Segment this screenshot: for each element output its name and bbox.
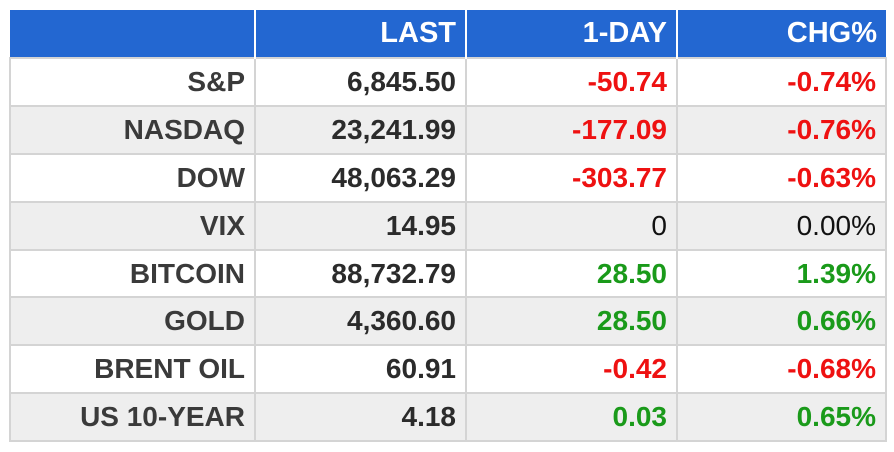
day-change: 0.03 bbox=[465, 392, 678, 443]
header-name bbox=[10, 10, 255, 58]
table-row: BITCOIN 88,732.79 28.50 1.39% bbox=[9, 248, 887, 299]
table-row: BRENT OIL 60.91 -0.42 -0.68% bbox=[9, 344, 887, 395]
header-chg-pct: CHG% bbox=[676, 10, 886, 58]
last-value: 88,732.79 bbox=[254, 248, 467, 299]
last-value: 4.18 bbox=[254, 392, 467, 443]
header-row: LAST 1-DAY CHG% bbox=[10, 10, 886, 58]
pct-change: -0.63% bbox=[676, 152, 887, 203]
ticker-name: VIX bbox=[9, 200, 256, 251]
table-header: LAST 1-DAY CHG% bbox=[10, 10, 886, 58]
last-value: 23,241.99 bbox=[254, 104, 467, 155]
last-value: 6,845.50 bbox=[254, 57, 467, 107]
last-value: 60.91 bbox=[254, 344, 467, 395]
table-row: S&P 6,845.50 -50.74 -0.74% bbox=[9, 57, 887, 107]
day-change: 0 bbox=[465, 200, 678, 251]
ticker-name: GOLD bbox=[9, 296, 256, 347]
ticker-name: BRENT OIL bbox=[9, 344, 256, 395]
header-last: LAST bbox=[254, 10, 466, 58]
day-change: -303.77 bbox=[465, 152, 678, 203]
pct-change: 0.00% bbox=[676, 200, 887, 251]
ticker-name: DOW bbox=[9, 152, 256, 203]
header-1-day: 1-DAY bbox=[465, 10, 677, 58]
table-row: US 10-YEAR 4.18 0.03 0.65% bbox=[9, 392, 887, 443]
day-change: -0.42 bbox=[465, 344, 678, 395]
ticker-name: US 10-YEAR bbox=[9, 392, 256, 443]
table-row: NASDAQ 23,241.99 -177.09 -0.76% bbox=[9, 104, 887, 155]
day-change: -177.09 bbox=[465, 104, 678, 155]
last-value: 4,360.60 bbox=[254, 296, 467, 347]
table-row: VIX 14.95 0 0.00% bbox=[9, 200, 887, 251]
table-row: GOLD 4,360.60 28.50 0.66% bbox=[9, 296, 887, 347]
day-change: 28.50 bbox=[465, 296, 678, 347]
pct-change: 1.39% bbox=[676, 248, 887, 299]
pct-change: 0.66% bbox=[676, 296, 887, 347]
last-value: 14.95 bbox=[254, 200, 467, 251]
pct-change: -0.68% bbox=[676, 344, 887, 395]
market-summary-table: LAST 1-DAY CHG% S&P 6,845.50 -50.74 -0.7… bbox=[9, 10, 887, 443]
day-change: 28.50 bbox=[465, 248, 678, 299]
ticker-name: NASDAQ bbox=[9, 104, 256, 155]
table-row: DOW 48,063.29 -303.77 -0.63% bbox=[9, 152, 887, 203]
pct-change: 0.65% bbox=[676, 392, 887, 443]
last-value: 48,063.29 bbox=[254, 152, 467, 203]
pct-change: -0.74% bbox=[676, 57, 887, 107]
table-body: S&P 6,845.50 -50.74 -0.74% NASDAQ 23,241… bbox=[9, 57, 887, 443]
ticker-name: BITCOIN bbox=[9, 248, 256, 299]
day-change: -50.74 bbox=[465, 57, 678, 107]
ticker-name: S&P bbox=[9, 57, 256, 107]
pct-change: -0.76% bbox=[676, 104, 887, 155]
